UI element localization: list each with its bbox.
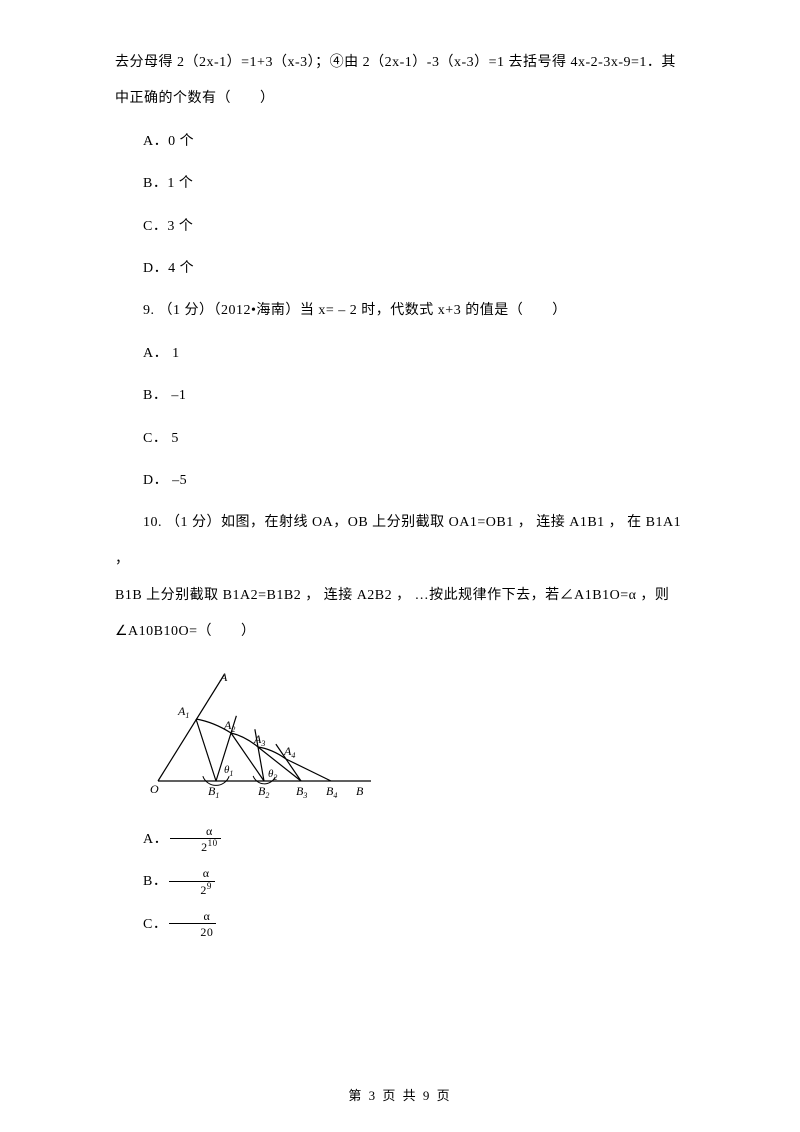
q10-diagram: A A1 A2 A3 A4 O B1 B2 B3 B4 Bθ1 θ2 xyxy=(146,669,685,804)
q9-option-b: B． –1 xyxy=(115,378,685,414)
q10-option-c: C．α20 xyxy=(115,907,685,943)
q8-option-d: D．4 个 xyxy=(115,251,685,287)
svg-text:A2: A2 xyxy=(223,718,235,734)
svg-text:A3: A3 xyxy=(253,732,265,748)
q8-option-a: A．0 个 xyxy=(115,124,685,160)
svg-text:B: B xyxy=(356,784,364,798)
svg-text:A: A xyxy=(219,670,228,684)
svg-text:B2: B2 xyxy=(258,784,269,799)
q9-option-d: D． –5 xyxy=(115,463,685,499)
geometry-diagram-icon: A A1 A2 A3 A4 O B1 B2 B3 B4 Bθ1 θ2 xyxy=(146,669,376,799)
svg-text:A1: A1 xyxy=(177,704,189,720)
q8-option-c: C．3 个 xyxy=(115,209,685,245)
q10-option-b: B．α29 xyxy=(115,864,685,900)
svg-text:B4: B4 xyxy=(326,784,337,799)
q9-option-c: C． 5 xyxy=(115,421,685,457)
page-content: 去分母得 2（2x-1）=1+3（x-3）；④由 2（2x-1）-3（x-3）=… xyxy=(0,0,800,943)
q8-stem-cont2: 中正确的个数有（ ） xyxy=(115,81,685,117)
svg-text:B1: B1 xyxy=(208,784,219,799)
q10-stem-l1: 10. （1 分）如图，在射线 OA，OB 上分别截取 OA1=OB1 ， 连接… xyxy=(115,505,685,578)
q8-option-b: B．1 个 xyxy=(115,166,685,202)
q9-option-a: A． 1 xyxy=(115,336,685,372)
svg-text:B3: B3 xyxy=(296,784,307,799)
q10-stem-l2: B1B 上分别截取 B1A2=B1B2 ， 连接 A2B2 ， …按此规律作下去… xyxy=(115,578,685,614)
page-footer: 第 3 页 共 9 页 xyxy=(0,1085,800,1104)
q9-stem: 9. （1 分）（2012•海南）当 x= – 2 时，代数式 x+3 的值是（… xyxy=(115,293,685,329)
svg-text:O: O xyxy=(150,782,159,796)
svg-text:θ2: θ2 xyxy=(268,768,277,782)
q10-option-a: A．α210 xyxy=(115,822,685,858)
svg-text:A4: A4 xyxy=(283,744,295,760)
q10-stem-l3: ∠A10B10O=（ ） xyxy=(115,614,685,650)
svg-text:θ1: θ1 xyxy=(224,764,233,778)
q8-stem-cont1: 去分母得 2（2x-1）=1+3（x-3）；④由 2（2x-1）-3（x-3）=… xyxy=(115,45,685,81)
